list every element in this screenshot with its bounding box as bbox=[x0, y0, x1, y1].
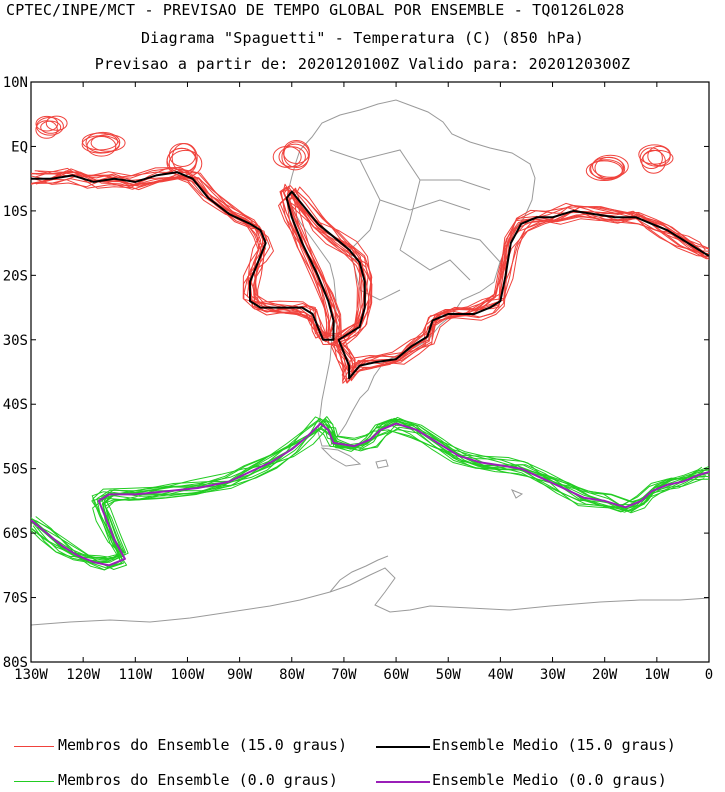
lon-label: 90W bbox=[227, 667, 253, 683]
lon-label: 40W bbox=[488, 667, 514, 683]
legend-label-mean-0: Ensemble Medio (0.0 graus) bbox=[432, 771, 667, 789]
lon-label: 30W bbox=[540, 667, 566, 683]
lon-label: 110W bbox=[118, 667, 152, 683]
lat-label: 50S bbox=[3, 462, 28, 478]
falklands bbox=[375, 459, 389, 469]
lon-label: 130W bbox=[14, 667, 48, 683]
legend-swatch-members-0 bbox=[14, 781, 54, 782]
antarctica-coastline bbox=[31, 567, 709, 626]
member-15-loop bbox=[90, 134, 126, 152]
member-15-loop bbox=[166, 147, 197, 173]
member-15-loop bbox=[45, 115, 68, 131]
lon-label: 20W bbox=[592, 667, 618, 683]
mean-15-line bbox=[31, 171, 709, 380]
antarctic-peninsula bbox=[329, 555, 389, 593]
member-15-loop bbox=[642, 149, 674, 167]
lon-label: 0 bbox=[705, 667, 713, 683]
tierra-del-fuego bbox=[320, 447, 362, 467]
legend-label-members-15: Membros do Ensemble (15.0 graus) bbox=[58, 736, 347, 754]
mean-0-line bbox=[31, 422, 709, 567]
member-15-line bbox=[31, 171, 705, 374]
member-15-loop bbox=[168, 143, 197, 167]
legend-swatch-mean-15 bbox=[376, 746, 430, 748]
member-0-line bbox=[34, 417, 705, 561]
member-15-line bbox=[35, 171, 709, 384]
lon-label: 10W bbox=[644, 667, 670, 683]
south-georgia bbox=[510, 489, 524, 499]
lon-label: 120W bbox=[66, 667, 100, 683]
legend-swatch-members-15 bbox=[14, 746, 54, 747]
member-15-line bbox=[37, 168, 709, 384]
legend-label-mean-15: Ensemble Medio (15.0 graus) bbox=[432, 736, 676, 754]
legend-label-members-0: Membros do Ensemble (0.0 graus) bbox=[58, 771, 338, 789]
lon-label: 80W bbox=[279, 667, 305, 683]
header-title-line1: CPTEC/INPE/MCT - PREVISAO DE TEMPO GLOBA… bbox=[6, 1, 625, 19]
lat-label: 10N bbox=[3, 75, 28, 91]
axis-ticks bbox=[30, 81, 710, 663]
member-15-loop bbox=[639, 147, 663, 169]
map-frame bbox=[30, 81, 710, 663]
member-15-loop bbox=[81, 132, 119, 151]
lat-label: 70S bbox=[3, 591, 28, 607]
member-15-line bbox=[35, 170, 709, 375]
lat-label: 60S bbox=[3, 526, 28, 542]
header-title-line2: Diagrama "Spaguetti" - Temperatura (C) (… bbox=[140, 29, 585, 47]
member-15-loop bbox=[641, 149, 666, 174]
header-title-line3: Previsao a partir de: 2020120100Z Valido… bbox=[94, 55, 631, 73]
lat-label: 80S bbox=[3, 655, 28, 671]
member-15-line bbox=[31, 170, 709, 373]
members-15-contours bbox=[31, 115, 709, 384]
member-15-line bbox=[37, 167, 709, 371]
lat-label: EQ bbox=[11, 139, 28, 155]
member-15-loop bbox=[638, 144, 671, 165]
member-15-loop bbox=[35, 115, 59, 132]
member-15-loop bbox=[647, 145, 671, 167]
member-15-line bbox=[35, 167, 709, 376]
lon-label: 60W bbox=[383, 667, 409, 683]
lon-label: 100W bbox=[171, 667, 205, 683]
lat-label: 10S bbox=[3, 204, 28, 220]
member-0-line bbox=[32, 426, 709, 558]
lat-label: 30S bbox=[3, 333, 28, 349]
member-15-loop bbox=[272, 145, 302, 168]
member-15-loop bbox=[85, 131, 121, 154]
lat-label: 20S bbox=[3, 268, 28, 284]
member-15-loop bbox=[592, 154, 629, 178]
member-15-loop bbox=[281, 143, 310, 171]
member-15-line bbox=[32, 173, 709, 377]
ensemble-mean-contours bbox=[31, 171, 709, 567]
member-15-loop bbox=[40, 120, 62, 134]
member-15-loop bbox=[585, 160, 623, 181]
member-15-loop bbox=[594, 156, 625, 180]
lat-label: 40S bbox=[3, 397, 28, 413]
legend-swatch-mean-0 bbox=[376, 781, 430, 783]
country-borders bbox=[329, 149, 501, 301]
member-15-line bbox=[34, 167, 706, 376]
lon-label: 50W bbox=[436, 667, 462, 683]
member-0-line bbox=[31, 418, 709, 569]
lon-label: 70W bbox=[331, 667, 357, 683]
